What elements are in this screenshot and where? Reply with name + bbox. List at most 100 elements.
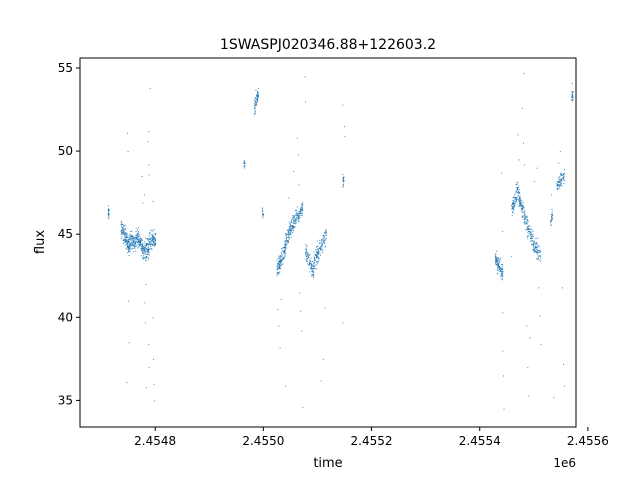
flux-point [534, 242, 536, 244]
flux-point [309, 261, 311, 263]
flux-point [302, 407, 304, 409]
flux-point [286, 240, 288, 242]
flux-point [312, 261, 313, 263]
flux-point [499, 260, 501, 262]
flux-point [282, 263, 284, 265]
flux-point [534, 250, 536, 252]
flux-point [290, 236, 292, 238]
flux-point [142, 258, 144, 260]
flux-point [128, 342, 130, 344]
flux-point [124, 244, 126, 246]
flux-point [312, 271, 314, 273]
flux-point [135, 237, 137, 239]
flux-point [138, 233, 140, 235]
flux-point [320, 249, 322, 251]
flux-point [519, 201, 521, 203]
flux-point [522, 142, 524, 144]
flux-point [288, 232, 290, 234]
flux-point [297, 217, 299, 219]
flux-point [126, 233, 128, 235]
flux-point [313, 256, 315, 258]
flux-point [571, 95, 573, 97]
flux-point [288, 225, 290, 227]
flux-point [563, 179, 565, 181]
flux-point [288, 233, 290, 235]
flux-point [320, 242, 322, 244]
flux-point [561, 185, 563, 187]
flux-point [152, 238, 154, 240]
flux-point [285, 238, 287, 240]
flux-point [130, 242, 132, 244]
flux-point [514, 204, 516, 206]
flux-point [298, 216, 300, 218]
flux-point [293, 227, 295, 229]
flux-point [279, 260, 281, 262]
flux-point [318, 257, 320, 259]
flux-point [145, 247, 147, 249]
flux-point [325, 231, 327, 233]
flux-point [511, 204, 513, 206]
flux-point [262, 214, 264, 216]
flux-point [519, 198, 521, 200]
flux-point [255, 100, 257, 102]
flux-point [148, 242, 150, 244]
flux-point [306, 249, 308, 251]
flux-point [137, 247, 139, 249]
flux-point [532, 249, 534, 251]
y-tick-label: 45 [58, 227, 73, 241]
flux-point [306, 255, 308, 257]
flux-point [299, 211, 301, 213]
flux-point [290, 226, 291, 228]
flux-point [311, 266, 313, 268]
flux-point [313, 267, 315, 269]
flux-point [301, 209, 303, 211]
flux-point [152, 240, 154, 242]
flux-point [527, 231, 529, 233]
flux-point [558, 181, 560, 183]
flux-point [287, 240, 289, 242]
flux-point [147, 240, 149, 242]
flux-point [287, 230, 289, 232]
flux-point [571, 94, 573, 96]
flux-point [289, 229, 291, 231]
flux-point [297, 214, 299, 216]
flux-point [305, 248, 307, 250]
flux-point [129, 242, 131, 244]
flux-point [532, 236, 534, 238]
flux-point [148, 174, 150, 176]
flux-point [307, 254, 309, 256]
flux-point [533, 243, 535, 245]
flux-point [501, 270, 503, 272]
flux-point [295, 209, 297, 211]
flux-point [519, 197, 521, 199]
flux-point [127, 237, 129, 239]
flux-point [537, 250, 539, 252]
flux-point [532, 230, 534, 232]
flux-point [139, 240, 141, 242]
flux-point [142, 257, 144, 259]
flux-point [342, 183, 344, 185]
flux-point [279, 347, 281, 349]
flux-point [143, 247, 145, 249]
flux-point [551, 211, 553, 213]
flux-point [255, 89, 257, 91]
flux-point [536, 244, 538, 246]
flux-point [496, 272, 498, 274]
flux-point [557, 181, 559, 183]
flux-point [147, 238, 149, 240]
flux-point [125, 243, 127, 245]
flux-point [295, 220, 297, 222]
flux-point [325, 230, 327, 232]
flux-point [501, 268, 503, 270]
flux-point [553, 397, 555, 399]
flux-point [124, 241, 126, 243]
flux-point [342, 179, 344, 181]
flux-point [289, 234, 291, 236]
flux-point [126, 240, 128, 242]
flux-point [315, 246, 317, 248]
flux-point [277, 308, 279, 310]
flux-point [148, 343, 150, 345]
flux-point [531, 236, 533, 238]
flux-point [316, 252, 318, 254]
flux-point [325, 231, 327, 233]
